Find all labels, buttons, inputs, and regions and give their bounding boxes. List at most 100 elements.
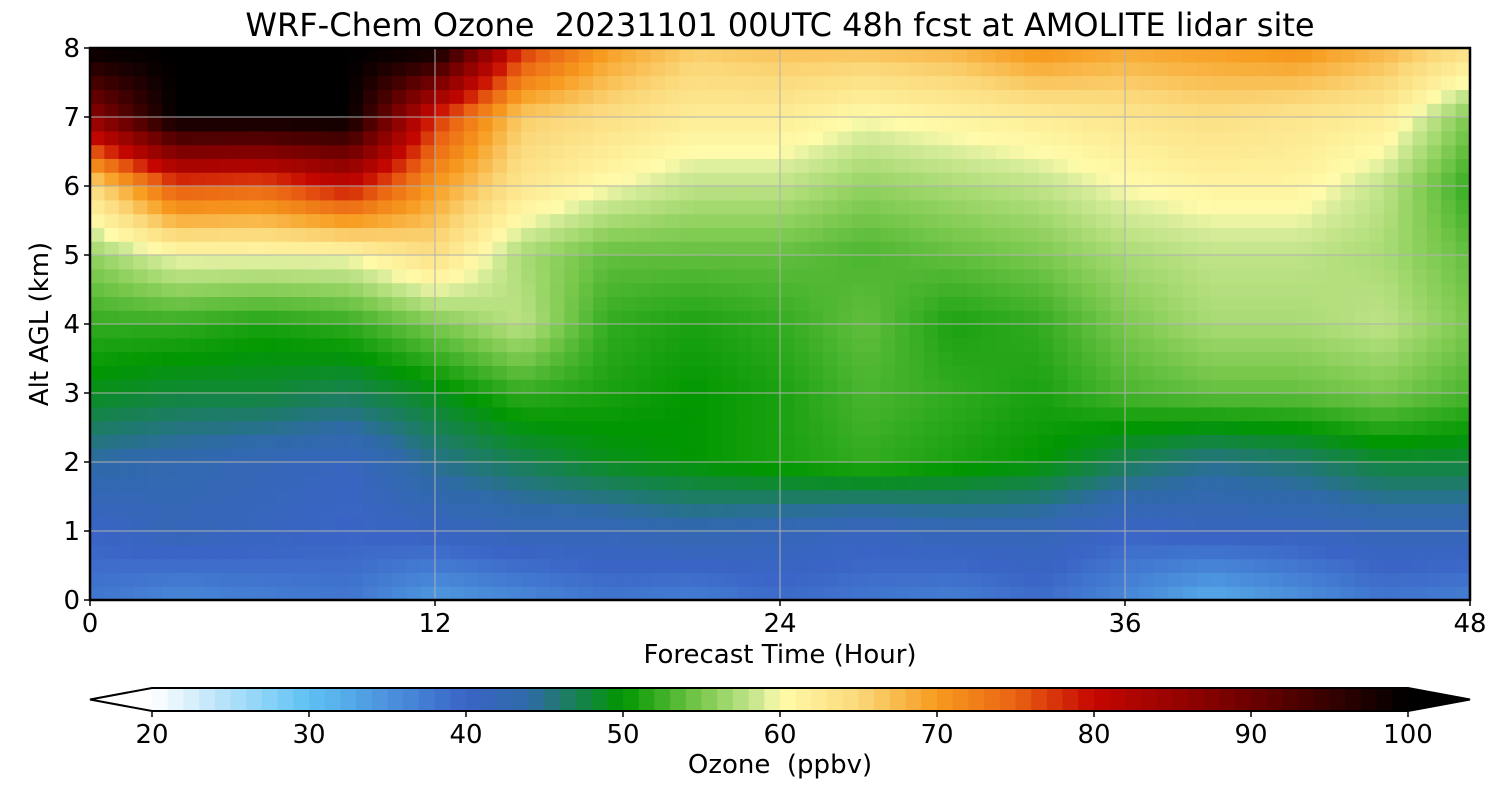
heatmap-cell <box>262 255 278 270</box>
heatmap-cell <box>176 351 192 366</box>
heatmap-cell <box>276 572 292 587</box>
heatmap-cell <box>851 255 867 270</box>
heatmap-cell <box>765 351 781 366</box>
heatmap-cell <box>1412 61 1428 77</box>
heatmap-cell <box>1024 282 1040 297</box>
heatmap-cell <box>650 213 666 228</box>
colorbar-segment <box>827 688 844 711</box>
heatmap-cell <box>1254 503 1270 518</box>
heatmap-cell <box>1168 324 1184 339</box>
heatmap-cell <box>1081 406 1097 422</box>
heatmap-cell <box>665 531 680 546</box>
heatmap-cell <box>1441 213 1457 228</box>
heatmap-cell <box>837 531 853 546</box>
heatmap-cell <box>1168 103 1184 118</box>
heatmap-cell <box>1455 199 1470 215</box>
heatmap-cell <box>923 406 939 422</box>
heatmap-cell <box>780 89 795 104</box>
heatmap-cell <box>938 448 954 463</box>
heatmap-cell <box>981 475 997 491</box>
heatmap-cell <box>665 517 680 532</box>
heatmap-cell <box>1369 213 1385 228</box>
heatmap-cell <box>665 572 680 587</box>
chart-title: WRF-Chem Ozone 20231101 00UTC 48h fcst a… <box>245 6 1315 44</box>
heatmap-cell <box>1268 227 1284 242</box>
heatmap-cell <box>708 199 724 215</box>
heatmap-cell <box>161 296 177 311</box>
heatmap-cell <box>1153 199 1169 215</box>
heatmap-cell <box>679 268 695 284</box>
heatmap-cell <box>104 282 120 297</box>
heatmap-cell <box>248 365 264 380</box>
heatmap-cell <box>320 310 335 325</box>
heatmap-cell <box>1455 531 1470 546</box>
heatmap-cell <box>550 558 565 573</box>
heatmap-cell <box>1412 144 1428 159</box>
heatmap-cell <box>449 379 465 394</box>
heatmap-cell <box>406 448 422 463</box>
heatmap-cell <box>176 393 192 408</box>
heatmap-cell <box>391 282 407 297</box>
heatmap-cell <box>391 103 407 118</box>
heatmap-cell <box>205 462 220 477</box>
heatmap-cell <box>1311 379 1327 394</box>
heatmap-cell <box>1297 61 1313 77</box>
heatmap-cell <box>363 558 379 573</box>
heatmap-cell <box>837 337 853 353</box>
heatmap-cell <box>1225 130 1241 146</box>
heatmap-cell <box>406 241 422 256</box>
heatmap-cell <box>90 324 105 339</box>
heatmap-cell <box>593 158 609 173</box>
heatmap-cell <box>334 213 350 228</box>
heatmap-cell <box>722 144 738 159</box>
heatmap-cell <box>492 517 508 532</box>
heatmap-cell <box>233 531 249 546</box>
heatmap-cell <box>1369 227 1385 242</box>
heatmap-cell <box>248 586 264 600</box>
heatmap-cell <box>1110 393 1126 408</box>
heatmap-cell <box>1038 75 1054 90</box>
heatmap-cell <box>966 227 982 242</box>
heatmap-cell <box>1125 475 1140 491</box>
colorbar-tick-label: 100 <box>1383 720 1433 750</box>
heatmap-cell <box>435 462 450 477</box>
heatmap-cell <box>262 103 278 118</box>
heatmap-cell <box>276 144 292 159</box>
heatmap-cell <box>161 213 177 228</box>
heatmap-cell <box>636 531 652 546</box>
heatmap-cell <box>880 310 896 325</box>
heatmap-cell <box>1383 255 1399 270</box>
heatmap-cell <box>1153 337 1169 353</box>
heatmap-cell <box>219 255 235 270</box>
heatmap-cell <box>722 544 738 560</box>
heatmap-cell <box>1355 434 1370 449</box>
heatmap-cell <box>276 503 292 518</box>
heatmap-cell <box>679 89 695 104</box>
heatmap-cell <box>650 379 666 394</box>
heatmap-cell <box>866 158 882 173</box>
heatmap-cell <box>1268 489 1284 504</box>
heatmap-cell <box>320 89 335 104</box>
heatmap-cell <box>650 117 666 132</box>
heatmap-cell <box>981 130 997 146</box>
heatmap-cell <box>1010 158 1025 173</box>
heatmap-cell <box>736 365 752 380</box>
heatmap-cell <box>1297 489 1313 504</box>
heatmap-cell <box>621 517 637 532</box>
heatmap-cell <box>1024 199 1040 215</box>
heatmap-cell <box>851 241 867 256</box>
heatmap-cell <box>1153 558 1169 573</box>
heatmap-cell <box>837 158 853 173</box>
heatmap-cell <box>636 199 652 215</box>
heatmap-cell <box>1225 558 1241 573</box>
heatmap-cell <box>205 337 220 353</box>
heatmap-cell <box>1153 268 1169 284</box>
heatmap-cell <box>1398 379 1414 394</box>
heatmap-cell <box>823 158 839 173</box>
heatmap-cell <box>205 544 220 560</box>
heatmap-cell <box>147 117 163 132</box>
heatmap-cell <box>564 489 580 504</box>
heatmap-cell <box>1326 393 1342 408</box>
heatmap-cell <box>736 462 752 477</box>
heatmap-cell <box>1369 89 1385 104</box>
